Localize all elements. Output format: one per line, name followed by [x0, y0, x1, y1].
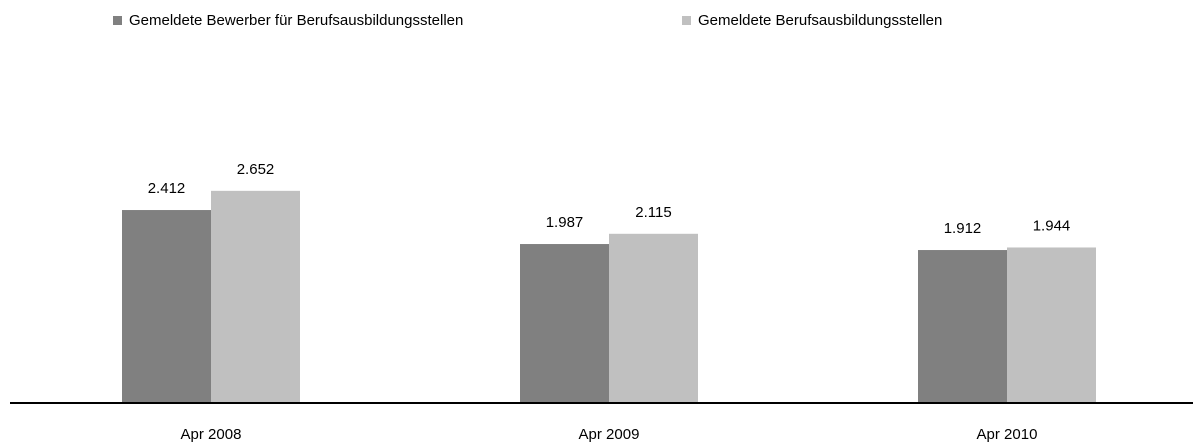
x-tick-label: Apr 2010 — [977, 426, 1038, 443]
value-label: 1.944 — [1033, 217, 1071, 234]
bar — [211, 190, 300, 403]
legend-label: Gemeldete Berufsausbildungsstellen — [698, 12, 942, 29]
bar — [122, 210, 211, 403]
value-label: 2.652 — [237, 161, 275, 178]
value-label: 2.412 — [148, 180, 186, 197]
bar — [520, 244, 609, 403]
x-tick-label: Apr 2008 — [181, 426, 242, 443]
x-tick-label: Apr 2009 — [579, 426, 640, 443]
legend-swatch — [682, 16, 691, 25]
value-label: 2.115 — [635, 204, 671, 221]
legend-swatch — [113, 16, 122, 25]
value-label: 1.987 — [546, 214, 584, 231]
bar — [918, 250, 1007, 403]
bar — [609, 233, 698, 403]
bar — [1007, 247, 1096, 403]
legend-label: Gemeldete Bewerber für Berufsausbildungs… — [129, 12, 463, 29]
value-label: 1.912 — [944, 220, 982, 237]
